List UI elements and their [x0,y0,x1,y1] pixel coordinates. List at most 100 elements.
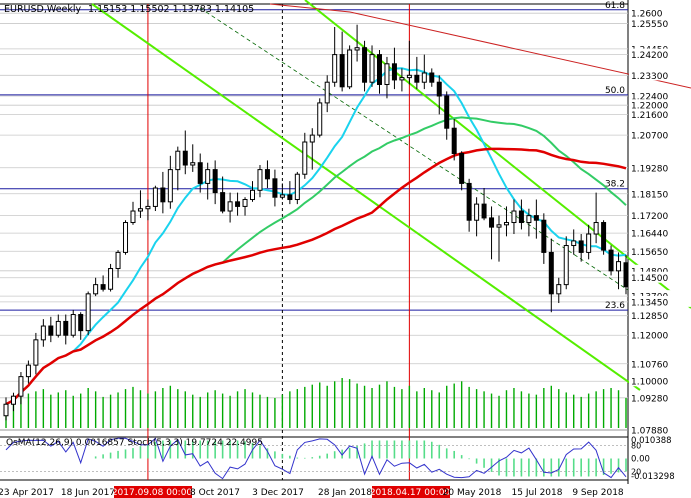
indicator-header: OsMA(12,26,9) 0.0016857 Stoch(5,3,3) 19.… [6,438,263,448]
candle-body [197,162,203,184]
price-label: 1.12000 [631,332,668,342]
candle-body [175,150,181,171]
price-label-bg [629,42,691,54]
candle-body [586,233,592,253]
ind-scale-bottom: -0.013298 [631,472,675,482]
candle-body [294,173,300,201]
price-label-bg [629,17,691,29]
candle-body [130,210,136,224]
price-label: 1.24200 [631,51,668,61]
candlesticks [3,24,629,421]
inner-trend-line [199,7,629,291]
candle-body [317,102,323,136]
fib-level-label: 50.0 [605,86,625,96]
candle-body [205,169,211,184]
price-label: 1.14500 [631,274,668,284]
price-label-bg [629,391,691,403]
price-label: 1.07880 [631,427,668,437]
candle-body [369,54,375,83]
candle-body [227,201,233,212]
candle-body [70,314,76,336]
candle-body [167,169,173,203]
date-marker-text: 2018.04.17 00:00 [370,488,451,498]
price-label: 1.12850 [631,312,668,322]
price-label: 1.10760 [631,360,668,370]
price-label-bg [629,69,691,81]
candle-body [511,210,517,224]
candle-body [190,162,196,166]
candle-body [563,245,569,286]
candle-body [182,150,188,166]
ma-cyan-line [5,67,627,406]
fib-level-label: 38.2 [605,180,625,190]
candle-body [93,284,99,295]
date-marker-badge [114,486,192,498]
candle-body [63,320,69,336]
candle-body [339,54,345,88]
candle-body [414,74,420,83]
date-marker-text: 2017.09.08 00:00 [112,488,193,498]
time-axis-label: 15 Jul 2018 [512,488,563,498]
candle-body [459,153,465,184]
price-label-bg [629,90,691,102]
time-axis-label: 28 Jan 2018 [318,488,372,498]
price-label: 1.17200 [631,212,668,222]
candle-body [10,395,16,405]
candle-body [152,187,158,207]
candle-body [601,222,607,251]
ma-red-line [5,147,627,406]
price-label-bg [629,264,691,276]
price-label-bg [629,227,691,239]
candle-body [399,77,405,81]
candle-body [100,284,106,290]
price-label: 1.20700 [631,132,668,142]
candle-body [436,81,442,97]
chart-ohlc: 1.15153 1.15502 1.13783 1.14105 [88,4,254,15]
candle-body [25,364,31,378]
price-label: 1.18150 [631,190,668,200]
grid-lines [0,0,629,484]
ind-scale-top: 0.010388 [631,436,672,446]
candle-body [108,268,114,290]
candle-body [18,376,24,397]
candle-body [145,205,151,210]
candle-body [496,224,502,228]
channel-upper-line [91,3,641,391]
candle-body [474,203,480,221]
time-axis-label: 23 Apr 2017 [0,488,54,498]
candle-body [571,240,577,247]
price-label: 1.25550 [631,20,668,30]
time-axis-label: 8 Oct 2017 [190,488,240,498]
candle-body [578,240,584,253]
resistance-line [269,3,351,13]
price-label: 1.21600 [631,111,668,121]
ind-scale-mid: 0.00 [631,455,650,465]
candle-body [272,178,278,198]
price-label: 1.19280 [631,164,668,174]
price-label: 1.22400 [631,93,668,103]
price-label: 1.16440 [631,230,668,240]
time-axis-label: 3 Dec 2017 [252,488,304,498]
candle-body [421,72,427,83]
price-label-bg [629,424,691,435]
price-label-bg [629,161,691,173]
time-axis-label: 20 May 2018 [443,488,502,498]
candle-body [55,320,61,336]
candle-body [556,284,562,295]
price-label-bg [629,187,691,199]
candle-body [406,74,412,79]
candle-body [78,314,84,332]
price-label: 1.09280 [631,394,668,404]
channel-lower-line [304,0,691,309]
price-label: 1.15650 [631,248,668,258]
candle-body [347,49,353,88]
candle-body [548,251,554,295]
candle-body [264,169,270,180]
stoch-main-line [5,437,627,480]
candle-body [115,251,121,270]
candle-body [302,141,308,175]
candle-body [3,403,9,417]
price-label: 1.10000 [631,378,668,388]
candle-body [40,325,46,341]
